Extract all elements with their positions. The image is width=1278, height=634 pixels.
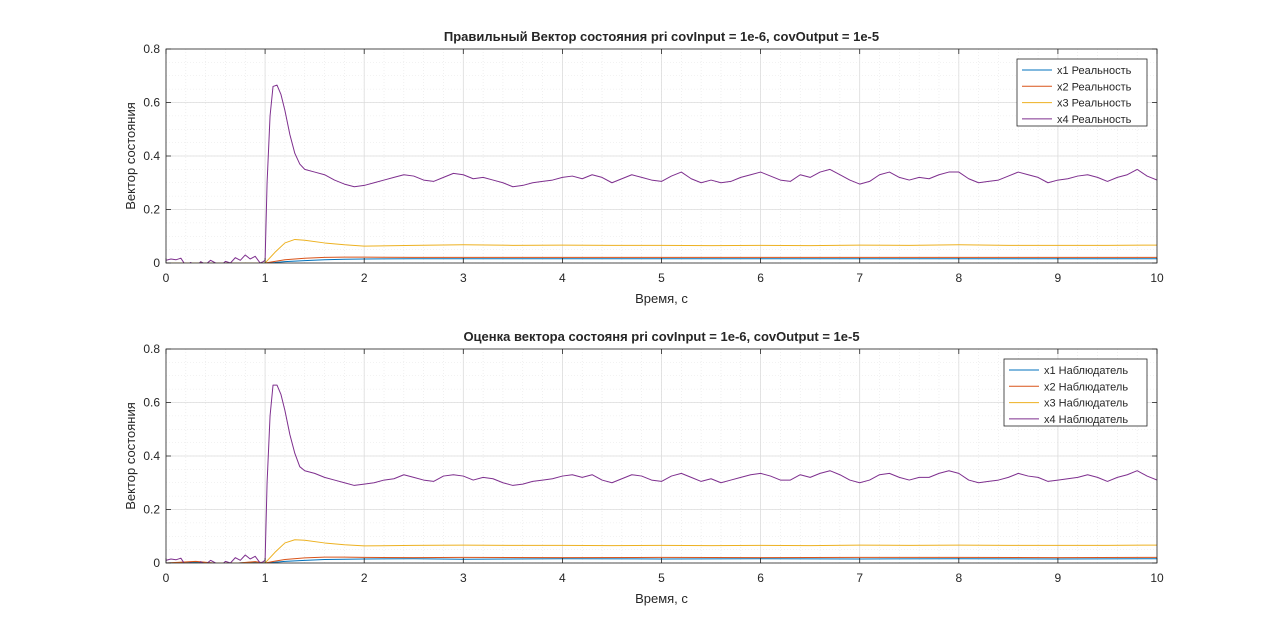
x-tick-label: 8 (955, 271, 962, 285)
x-tick-label: 8 (955, 571, 962, 585)
legend-label-x3: x3 Реальность (1057, 98, 1132, 110)
x-tick-label: 1 (262, 271, 269, 285)
series-line-x4 (166, 84, 1157, 263)
grid (165, 348, 1158, 564)
y-tick-label: 0.6 (143, 396, 160, 410)
x-tick-label: 2 (361, 571, 368, 585)
y-tick-label: 0.4 (143, 449, 160, 463)
x-tick-label: 10 (1150, 571, 1164, 585)
x-axis-label: Время, с (635, 291, 688, 306)
legend: x1 Реальность x2 Реальность x3 Реальность x… (1016, 58, 1148, 127)
y-axis-label: Вектор состояния (123, 402, 138, 510)
series-line-x3 (166, 539, 1157, 563)
x-tick-label: 6 (757, 271, 764, 285)
series-lines (166, 84, 1157, 263)
x-tick-label: 10 (1150, 271, 1164, 285)
x-tick-label: 9 (1055, 571, 1062, 585)
legend: x1 Наблюдатель x2 Наблюдатель x3 Наблюдате… (1003, 358, 1148, 427)
legend-label-x1: x1 Наблюдатель (1044, 365, 1128, 377)
x-tick-label: 7 (856, 271, 863, 285)
series-line-x3 (166, 238, 1157, 263)
x-tick-label: 2 (361, 271, 368, 285)
x-tick-label: 3 (460, 571, 467, 585)
subplot-state-vector-real: 0 1 2 3 4 5 6 7 8 9 10 0 0.2 0.4 0.6 0.8 Правильный Вект… (123, 29, 1164, 306)
y-tick-label: 0.8 (143, 342, 160, 356)
x-axis-label: Время, с (635, 591, 688, 606)
x-tick-label: 9 (1055, 271, 1062, 285)
x-tick-label: 4 (559, 271, 566, 285)
y-axis-label: Вектор состояния (123, 102, 138, 210)
y-tick-label: 0.2 (143, 203, 160, 217)
x-tick-label: 4 (559, 571, 566, 585)
x-tick-label: 7 (856, 571, 863, 585)
legend-label-x2: x2 Наблюдатель (1044, 381, 1128, 393)
chart-title: Правильный Вектор состояния pri covInput… (444, 29, 879, 44)
subplot-state-vector-estimate: 0 1 2 3 4 5 6 7 8 9 10 0 0.2 0.4 0.6 0.8 Оценка вектора … (123, 329, 1164, 606)
x-tick-label: 3 (460, 271, 467, 285)
y-tick-label: 0 (153, 256, 160, 270)
legend-label-x3: x3 Наблюдатель (1044, 398, 1128, 410)
series-lines (166, 384, 1157, 563)
legend-label-x4: x4 Наблюдатель (1044, 414, 1128, 426)
series-line-x2 (166, 256, 1157, 263)
y-tick-label: 0.8 (143, 42, 160, 56)
x-tick-label: 0 (163, 271, 170, 285)
grid (165, 48, 1158, 264)
x-tick-label: 0 (163, 571, 170, 585)
legend-label-x1: x1 Реальность (1057, 65, 1132, 77)
series-line-x1 (166, 258, 1157, 263)
y-tick-label: 0 (153, 556, 160, 570)
series-line-x2 (166, 556, 1157, 563)
y-tick-label: 0.2 (143, 503, 160, 517)
x-tick-label: 6 (757, 571, 764, 585)
legend-label-x4: x4 Реальность (1057, 114, 1132, 126)
x-tick-label: 5 (658, 271, 665, 285)
y-tick-label: 0.4 (143, 149, 160, 163)
chart-title: Оценка вектора состояня pri covInput = 1… (463, 329, 859, 344)
x-tick-label: 5 (658, 571, 665, 585)
legend-label-x2: x2 Реальность (1057, 81, 1132, 93)
y-tick-label: 0.6 (143, 96, 160, 110)
series-line-x4 (166, 384, 1157, 563)
x-tick-label: 1 (262, 571, 269, 585)
